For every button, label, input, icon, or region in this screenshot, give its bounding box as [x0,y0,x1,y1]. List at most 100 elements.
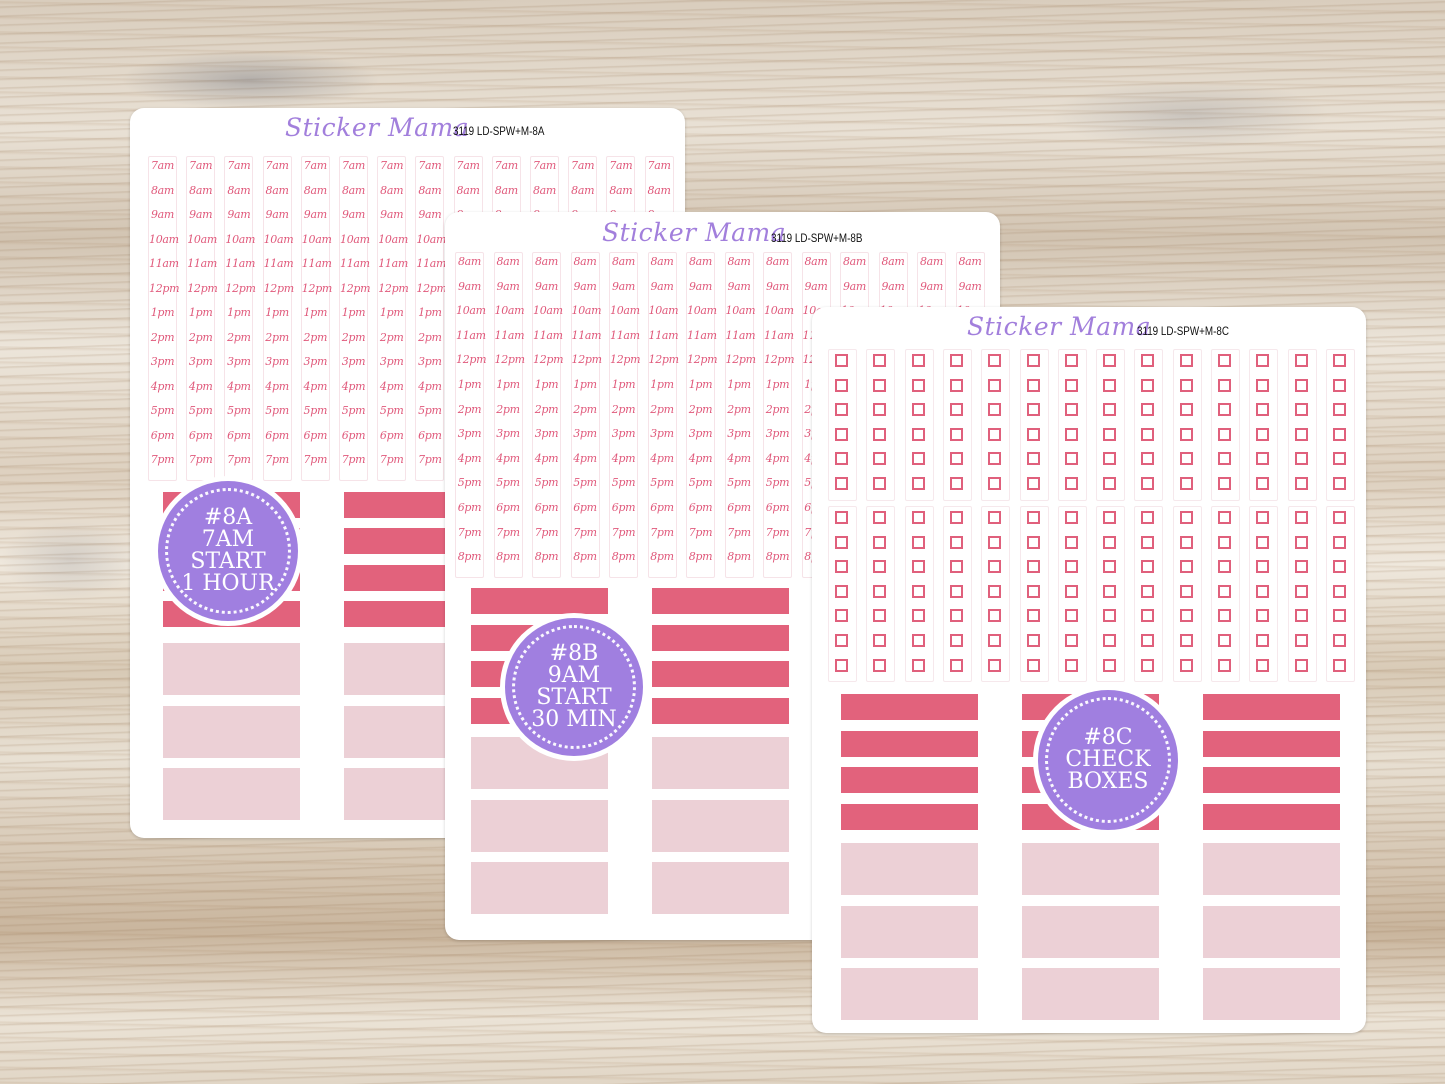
checkbox-icon [1256,378,1270,392]
checkbox-icon [1294,477,1308,490]
light-note-box [652,800,789,852]
time-label: 6pm [727,501,751,514]
checkbox-icon [873,427,887,441]
time-label: 11am [725,328,756,342]
time-label: 3pm [188,355,213,368]
time-label: 9am [804,279,828,293]
time-label: 7pm [457,525,482,539]
time-label: 3pm [457,427,482,441]
time-label: 3pm [379,355,404,368]
checkbox-icon [911,403,925,417]
checkbox-icon [911,560,925,574]
time-label: 8am [881,255,905,268]
light-note-box [163,643,300,695]
light-note-box [1203,906,1340,958]
checkbox-icon [873,452,887,466]
checkbox-icon [1064,452,1078,466]
time-label: 9am [496,279,520,293]
checkbox-icon [1179,609,1193,623]
time-label: 6pm [650,501,674,514]
time-label: 4pm [150,379,175,393]
checkbox-icon [1294,658,1308,672]
time-label: 7pm [534,525,559,539]
time-label: 2pm [765,402,790,416]
time-label: 6pm [303,428,328,442]
time-label: 7am [265,159,289,172]
checkbox-icon [949,378,963,392]
time-label: 12pm [610,353,641,367]
checkbox-icon [1294,427,1308,441]
checkbox-icon [1218,584,1231,598]
light-note-box [1203,968,1340,1020]
time-label: 8am [804,255,828,268]
light-note-box [1022,906,1159,958]
time-label: 12pm [456,353,487,367]
checkbox-icon [1103,403,1117,417]
time-label: 1pm [534,378,559,391]
checkbox-icon [949,511,963,524]
badge-text: #8C CHECK BOXES [1065,725,1151,794]
time-strip: 7am 8am 9am 10am 11am 12pm 1pm 2pm 3pm 4pm 5pm 6pm 7… [148,156,180,481]
checkbox-icon [835,658,848,672]
time-label: 10am [378,232,408,246]
time-label: 4pm [265,379,289,393]
time-label: 8pm [534,550,559,564]
time-label: 10am [149,232,179,246]
checkbox-icon [988,658,1002,672]
checkbox-icon [949,634,963,647]
checkbox-strip [1134,349,1164,501]
time-label: 3pm [303,355,328,368]
checkbox-icon [1103,477,1117,490]
time-label: 4pm [573,451,597,465]
time-label: 10am [416,232,447,246]
dark-header-bar [841,731,978,757]
time-label: 1pm [496,378,520,391]
checkbox-icon [1332,378,1346,392]
time-label: 9am [418,208,442,221]
time-label: 4pm [188,379,213,393]
time-label: 10am [571,304,602,318]
checkbox-icon [1218,634,1231,647]
time-strip: 8am 9am 10am 11am 12pm 1pm 2pm 3pm 4pm 5pm 6pm 7pm 8… [493,252,525,578]
time-label: 1pm [611,378,636,391]
time-label: 4pm [457,451,482,465]
time-label: 1pm [727,378,751,391]
time-label: 6pm [573,501,597,514]
time-strip: 8am 9am 10am 11am 12pm 1pm 2pm 3pm 4pm 5pm 6pm 7pm 8… [647,252,679,578]
checkbox-icon [949,354,963,367]
time-label: 1pm [457,378,482,391]
time-label: 11am [416,257,447,270]
time-strip: 7am 8am 9am 10am 11am 12pm 1pm 2pm 3pm 4pm 5pm 6pm 7… [377,156,409,481]
time-label: 8am [227,183,251,197]
time-label: 12pm [378,281,409,295]
time-label: 3pm [688,427,713,441]
checkbox-icon [988,634,1002,647]
checkbox-strip [1057,349,1087,501]
time-strip: 7am 8am 9am 10am 11am 12pm 1pm 2pm 3pm 4pm 5pm 6pm 7… [339,156,371,481]
checkbox-icon [1026,658,1040,672]
time-label: 2pm [227,330,251,344]
checkbox-icon [1141,584,1155,598]
time-label: 3pm [418,355,442,368]
time-label: 2pm [650,402,674,416]
checkbox-icon [835,511,848,524]
time-label: 12pm [725,353,757,367]
time-label: 6pm [688,501,713,514]
checkbox-icon [1256,584,1270,598]
time-label: 9am [534,279,559,293]
time-label: 8am [609,183,633,197]
checkbox-icon [1064,634,1078,647]
checkbox-icon [1103,378,1117,392]
time-label: 8am [688,255,713,268]
checkbox-icon [1026,609,1040,623]
checkbox-icon [1332,634,1346,647]
time-label: 9am [380,208,404,221]
checkbox-icon [988,609,1002,623]
light-note-box [163,768,300,820]
checkbox-icon [1332,584,1346,598]
checkbox-strip [1287,506,1317,683]
checkbox-icon [1218,427,1231,441]
checkbox-icon [1179,584,1193,598]
time-label: 11am [571,328,602,342]
time-label: 8am [919,255,944,268]
